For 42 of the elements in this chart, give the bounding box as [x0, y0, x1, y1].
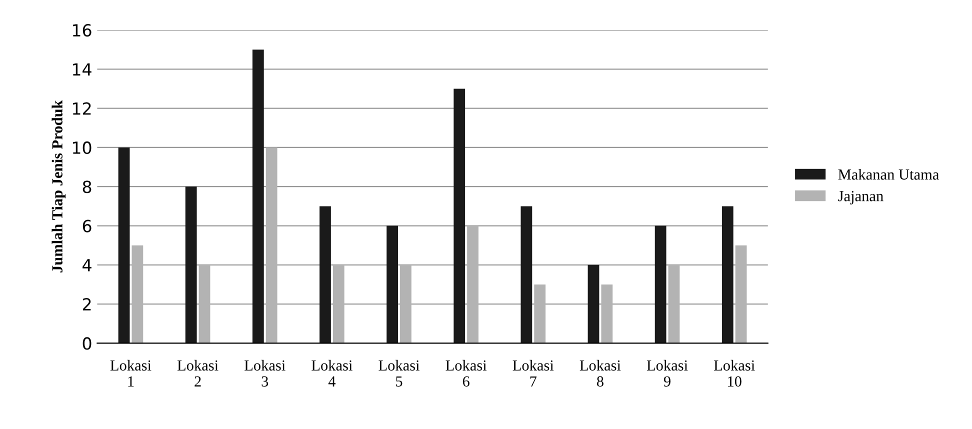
bar [534, 284, 546, 344]
bar [588, 264, 600, 344]
x-tick-label: Lokasi 7 [512, 360, 554, 386]
legend-label: Makanan Utama [838, 168, 939, 180]
y-tick-label: 6 [82, 220, 92, 232]
bar [252, 50, 264, 344]
y-tick-label: 4 [82, 259, 92, 272]
y-tick-label: 2 [82, 298, 91, 310]
x-tick-label: Lokasi 3 [244, 360, 286, 387]
y-tick-label: 8 [82, 180, 92, 194]
bar [668, 264, 680, 344]
bar [132, 245, 144, 344]
x-tick-label: Lokasi 10 [714, 360, 755, 387]
y-tick-label: 14 [72, 63, 92, 76]
bar [735, 245, 747, 344]
bar [467, 226, 478, 344]
bar [601, 284, 613, 344]
bar [400, 264, 412, 344]
bar [454, 88, 466, 344]
bar [332, 264, 344, 344]
x-tick-label: Lokasi 4 [312, 360, 352, 386]
bar [386, 226, 398, 344]
bar [320, 206, 331, 344]
bar [654, 226, 666, 344]
bar [722, 206, 734, 344]
bar [198, 264, 210, 344]
y-axis-title: Jumlah Tiap Jenis Produk [52, 100, 66, 272]
x-tick-label: Lokasi 9 [646, 360, 688, 387]
y-tick-label: 12 [72, 102, 91, 115]
x-tick-label: Lokasi 8 [580, 360, 621, 387]
y-tick-label: 0 [82, 337, 92, 350]
x-tick-label: Lokasi 2 [177, 360, 218, 386]
bar [185, 186, 197, 344]
y-tick-label: 16 [72, 24, 92, 37]
bar [118, 147, 130, 344]
bar [266, 147, 278, 344]
x-tick-label: Lokasi 1 [110, 360, 152, 386]
y-tick-label: 10 [72, 141, 92, 154]
bar [520, 206, 532, 344]
x-tick-label: Lokasi 5 [378, 360, 420, 387]
x-tick-label: Lokasi 6 [446, 360, 487, 387]
legend-label: Jajanan [838, 191, 884, 204]
